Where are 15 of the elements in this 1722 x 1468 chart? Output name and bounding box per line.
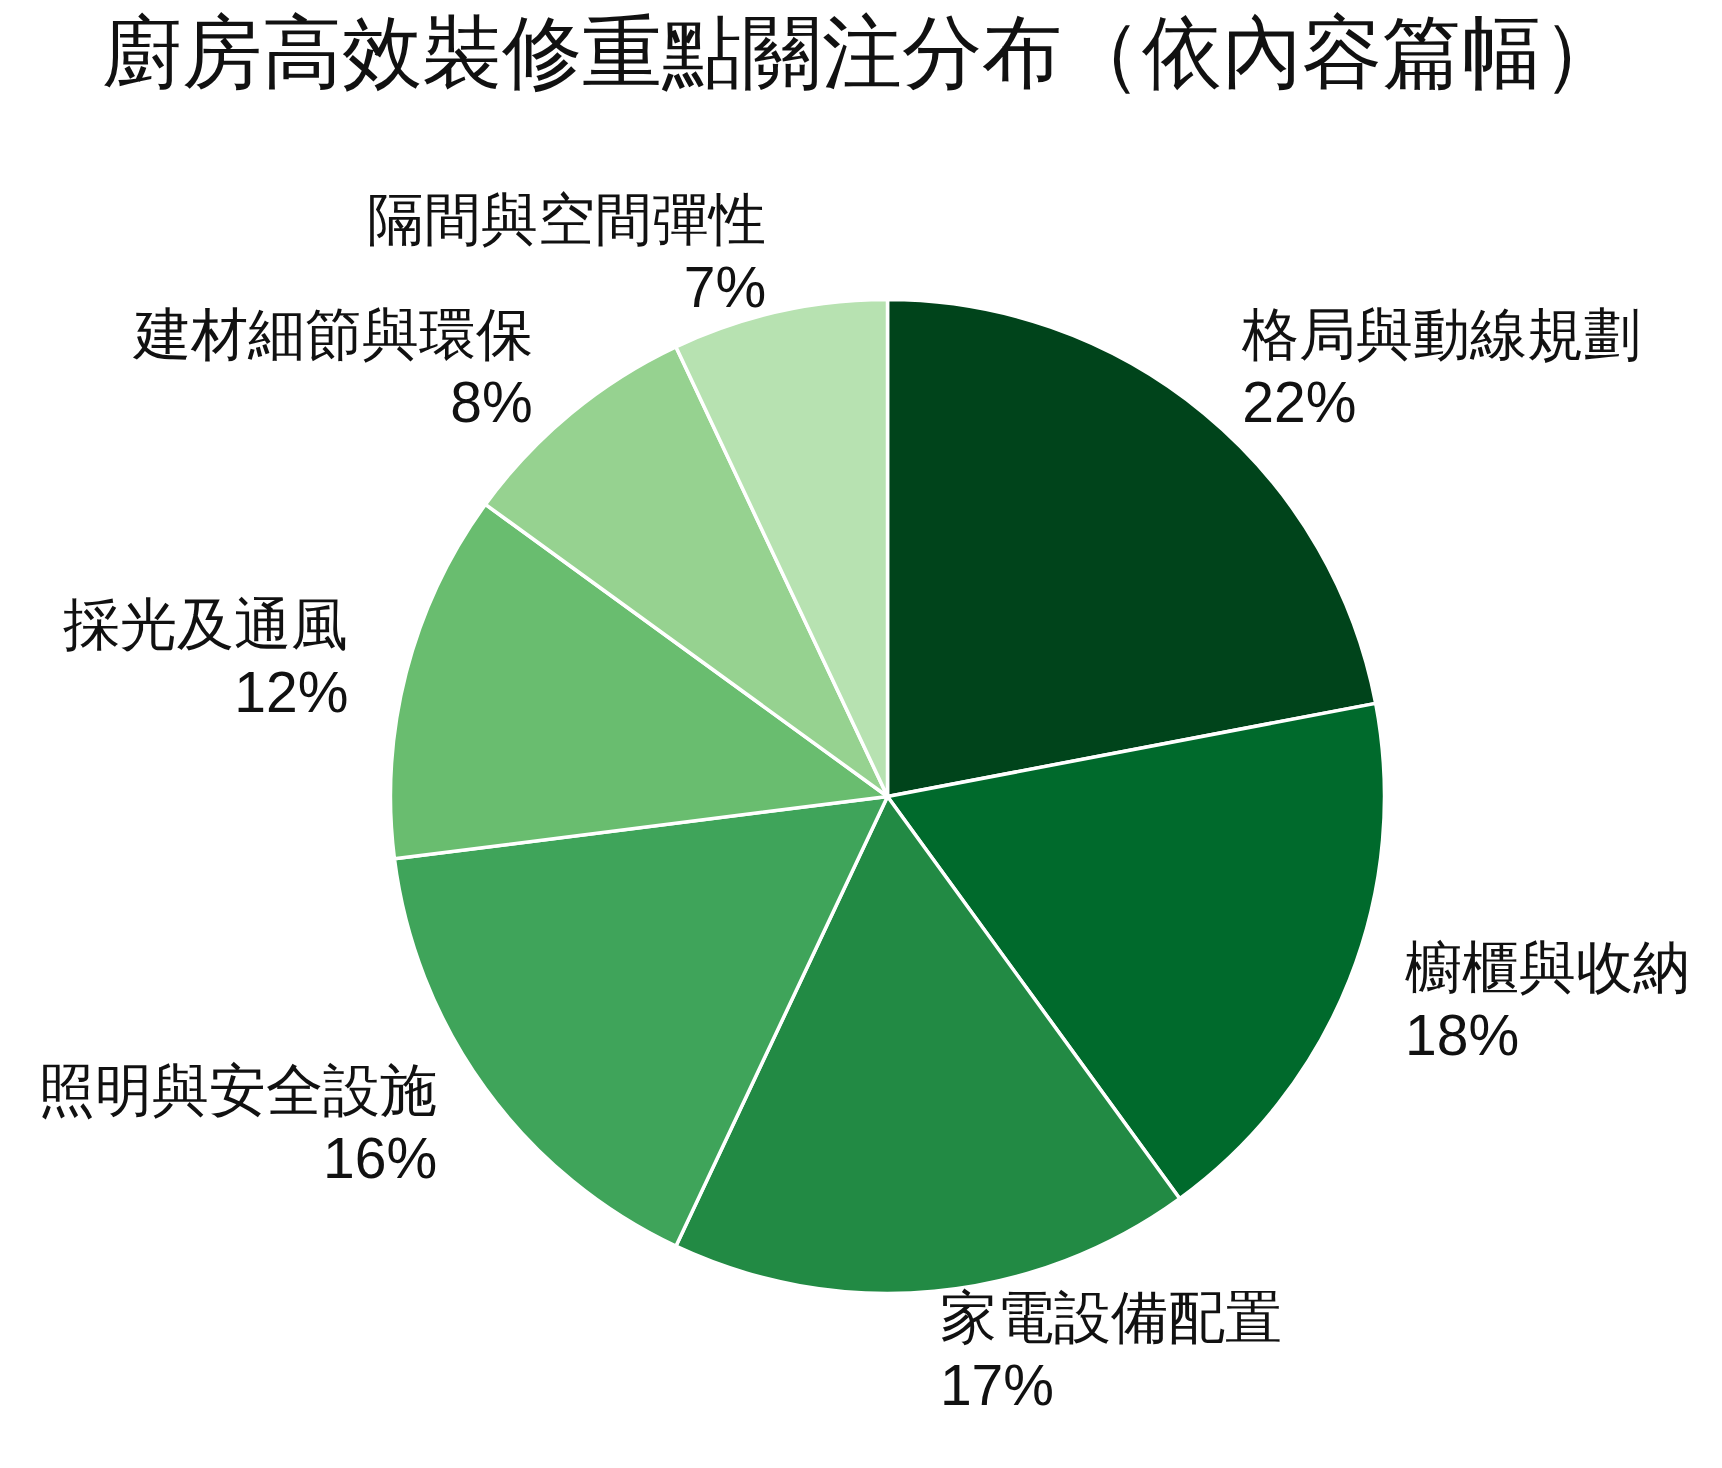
slice-label: 照明與安全設施 (38, 1057, 438, 1122)
slice-label: 隔間與空間彈性 (367, 187, 767, 252)
data-label: 17% (939, 1352, 1054, 1417)
data-label: 12% (234, 660, 349, 725)
data-label: 7% (683, 255, 767, 320)
slice-label: 家電設備配置 (939, 1284, 1282, 1349)
slice-label: 採光及通風 (63, 592, 349, 657)
data-label: 16% (323, 1125, 438, 1190)
slice-label: 建材細節與環保 (131, 301, 533, 366)
slice-label: 格局與動線規劃 (1241, 301, 1642, 366)
data-label: 18% (1405, 1003, 1520, 1068)
data-label: 22% (1242, 369, 1357, 434)
slice-label: 櫥櫃與收納 (1405, 935, 1691, 1000)
chart-title: 廚房高效裝修重點關注分布（依內容篇幅） (101, 7, 1622, 97)
data-label: 8% (450, 369, 533, 434)
